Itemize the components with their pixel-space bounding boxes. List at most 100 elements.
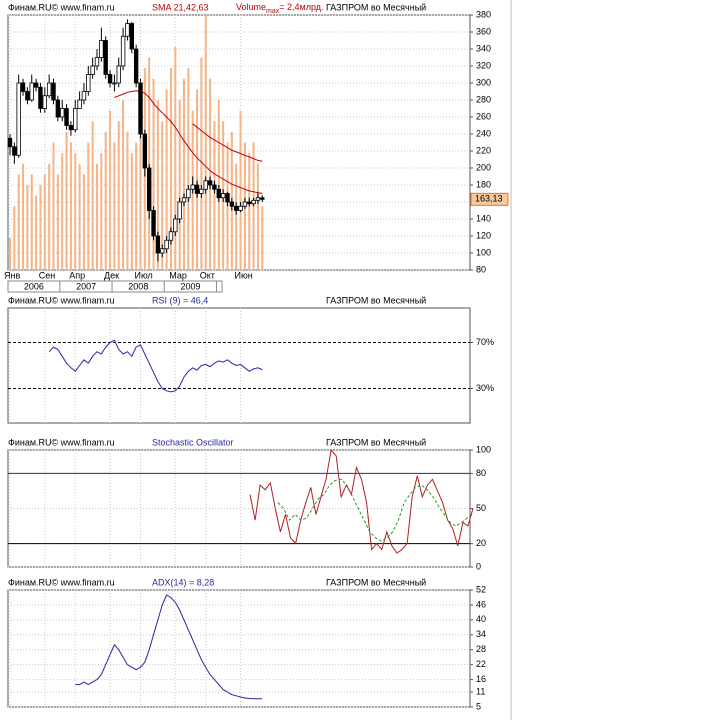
year-label: 2009: [181, 281, 201, 291]
last-price-label: 163,13: [475, 194, 503, 204]
indicator-label: SMA 21,42,63: [152, 2, 209, 12]
y-tick-label: 360: [476, 26, 491, 36]
volume-bar: [117, 121, 120, 270]
y-tick-label: 300: [476, 77, 491, 87]
candle-body: [225, 193, 230, 203]
candle-body: [81, 91, 87, 101]
candle-body: [20, 82, 26, 92]
volume-bar: [152, 78, 155, 270]
instrument-label: ГАЗПРОМ во Месячный: [326, 2, 426, 12]
volume-bar: [35, 195, 38, 270]
volume-bar: [256, 163, 259, 270]
volume-bar: [183, 78, 185, 270]
volume-bar: [109, 110, 112, 270]
y-tick-label: 280: [476, 94, 491, 104]
indicator-label: ADX(14) = 8,28: [152, 577, 214, 587]
candle-body: [138, 82, 143, 135]
candle-body: [255, 197, 261, 201]
candle-body: [173, 218, 178, 233]
y-tick-label: 120: [476, 230, 491, 240]
volume-bar: [235, 163, 238, 270]
volume-bar: [69, 142, 72, 270]
candle-body: [146, 167, 152, 211]
volume-bar: [156, 100, 159, 270]
candle-body: [207, 180, 213, 186]
volume-bar: [9, 238, 11, 270]
volume-bar: [178, 100, 181, 270]
y-tick-label: 70%: [476, 337, 494, 347]
candle-body: [29, 82, 34, 101]
y-tick-label: 34: [476, 629, 486, 639]
volume-bar: [91, 121, 94, 270]
x-tick-label: Сен: [39, 270, 56, 280]
volume-bar: [200, 57, 203, 270]
volume-bar: [17, 174, 20, 270]
x-tick-label: Апр: [69, 270, 85, 280]
candle-body: [233, 205, 239, 211]
candle-body: [247, 201, 252, 205]
indicator-line: [75, 594, 263, 700]
volume-bar: [204, 15, 207, 270]
candle-body: [25, 91, 30, 101]
volume-bar: [65, 131, 68, 270]
volume-bar: [26, 185, 29, 270]
candle-body: [116, 65, 121, 84]
y-tick-label: 100: [476, 247, 491, 257]
source-label: Финам.RU© www.finam.ru: [8, 2, 115, 12]
volume-label: Volumemax= 2,4млрд.: [236, 2, 324, 14]
y-tick-label: 340: [476, 43, 491, 53]
candle-body: [46, 82, 52, 97]
volume-bar: [139, 121, 142, 270]
y-tick-label: 30%: [476, 383, 494, 393]
volume-bar: [78, 163, 81, 270]
candle-body: [229, 201, 235, 207]
candle-body: [142, 133, 148, 169]
volume-bar: [100, 153, 103, 270]
volume-bar: [13, 206, 16, 270]
candle-body: [51, 82, 56, 101]
candle-body: [99, 40, 104, 58]
volume-bar: [165, 89, 168, 270]
volume-bar: [187, 68, 190, 270]
candle-body: [216, 188, 221, 199]
candle-body: [251, 199, 256, 205]
volume-bar: [104, 131, 107, 270]
volume-bar: [126, 131, 129, 270]
volume-bar: [43, 174, 46, 270]
y-tick-label: 200: [476, 162, 491, 172]
candle-body: [107, 74, 113, 84]
candle-body: [94, 57, 100, 67]
volume-bar: [52, 142, 55, 270]
volume-bar: [130, 153, 133, 270]
source-label: Финам.RU© www.finam.ru: [8, 577, 115, 587]
volume-bar: [174, 46, 177, 270]
volume-bar: [61, 153, 64, 270]
candle-body: [186, 188, 191, 199]
x-tick-label: Дек: [104, 270, 119, 280]
instrument-label: ГАЗПРОМ во Месячный: [326, 437, 426, 447]
candle-body: [60, 108, 65, 118]
candle-body: [199, 188, 204, 194]
x-tick-label: Янв: [4, 270, 20, 280]
volume-bar: [30, 174, 33, 270]
candle-body: [64, 108, 69, 126]
plot-frame: [7, 589, 471, 708]
x-tick-label: Июн: [235, 270, 253, 280]
y-tick-label: 100: [476, 444, 491, 454]
y-tick-label: 50: [476, 503, 486, 513]
volume-bar: [261, 206, 264, 270]
candle-body: [181, 197, 187, 203]
x-tick-label: Июл: [135, 270, 153, 280]
candle-body: [133, 48, 139, 84]
candle-body: [86, 74, 91, 92]
candle-body: [33, 82, 39, 88]
candle-body: [160, 248, 165, 254]
y-tick-label: 20: [476, 538, 486, 548]
x-tick-label: Окт: [200, 270, 215, 280]
y-tick-label: 11: [476, 686, 485, 696]
candle-body: [155, 235, 161, 254]
volume-bar: [22, 163, 25, 270]
volume-title: Volume: [236, 2, 266, 12]
volume-bar: [169, 68, 172, 270]
